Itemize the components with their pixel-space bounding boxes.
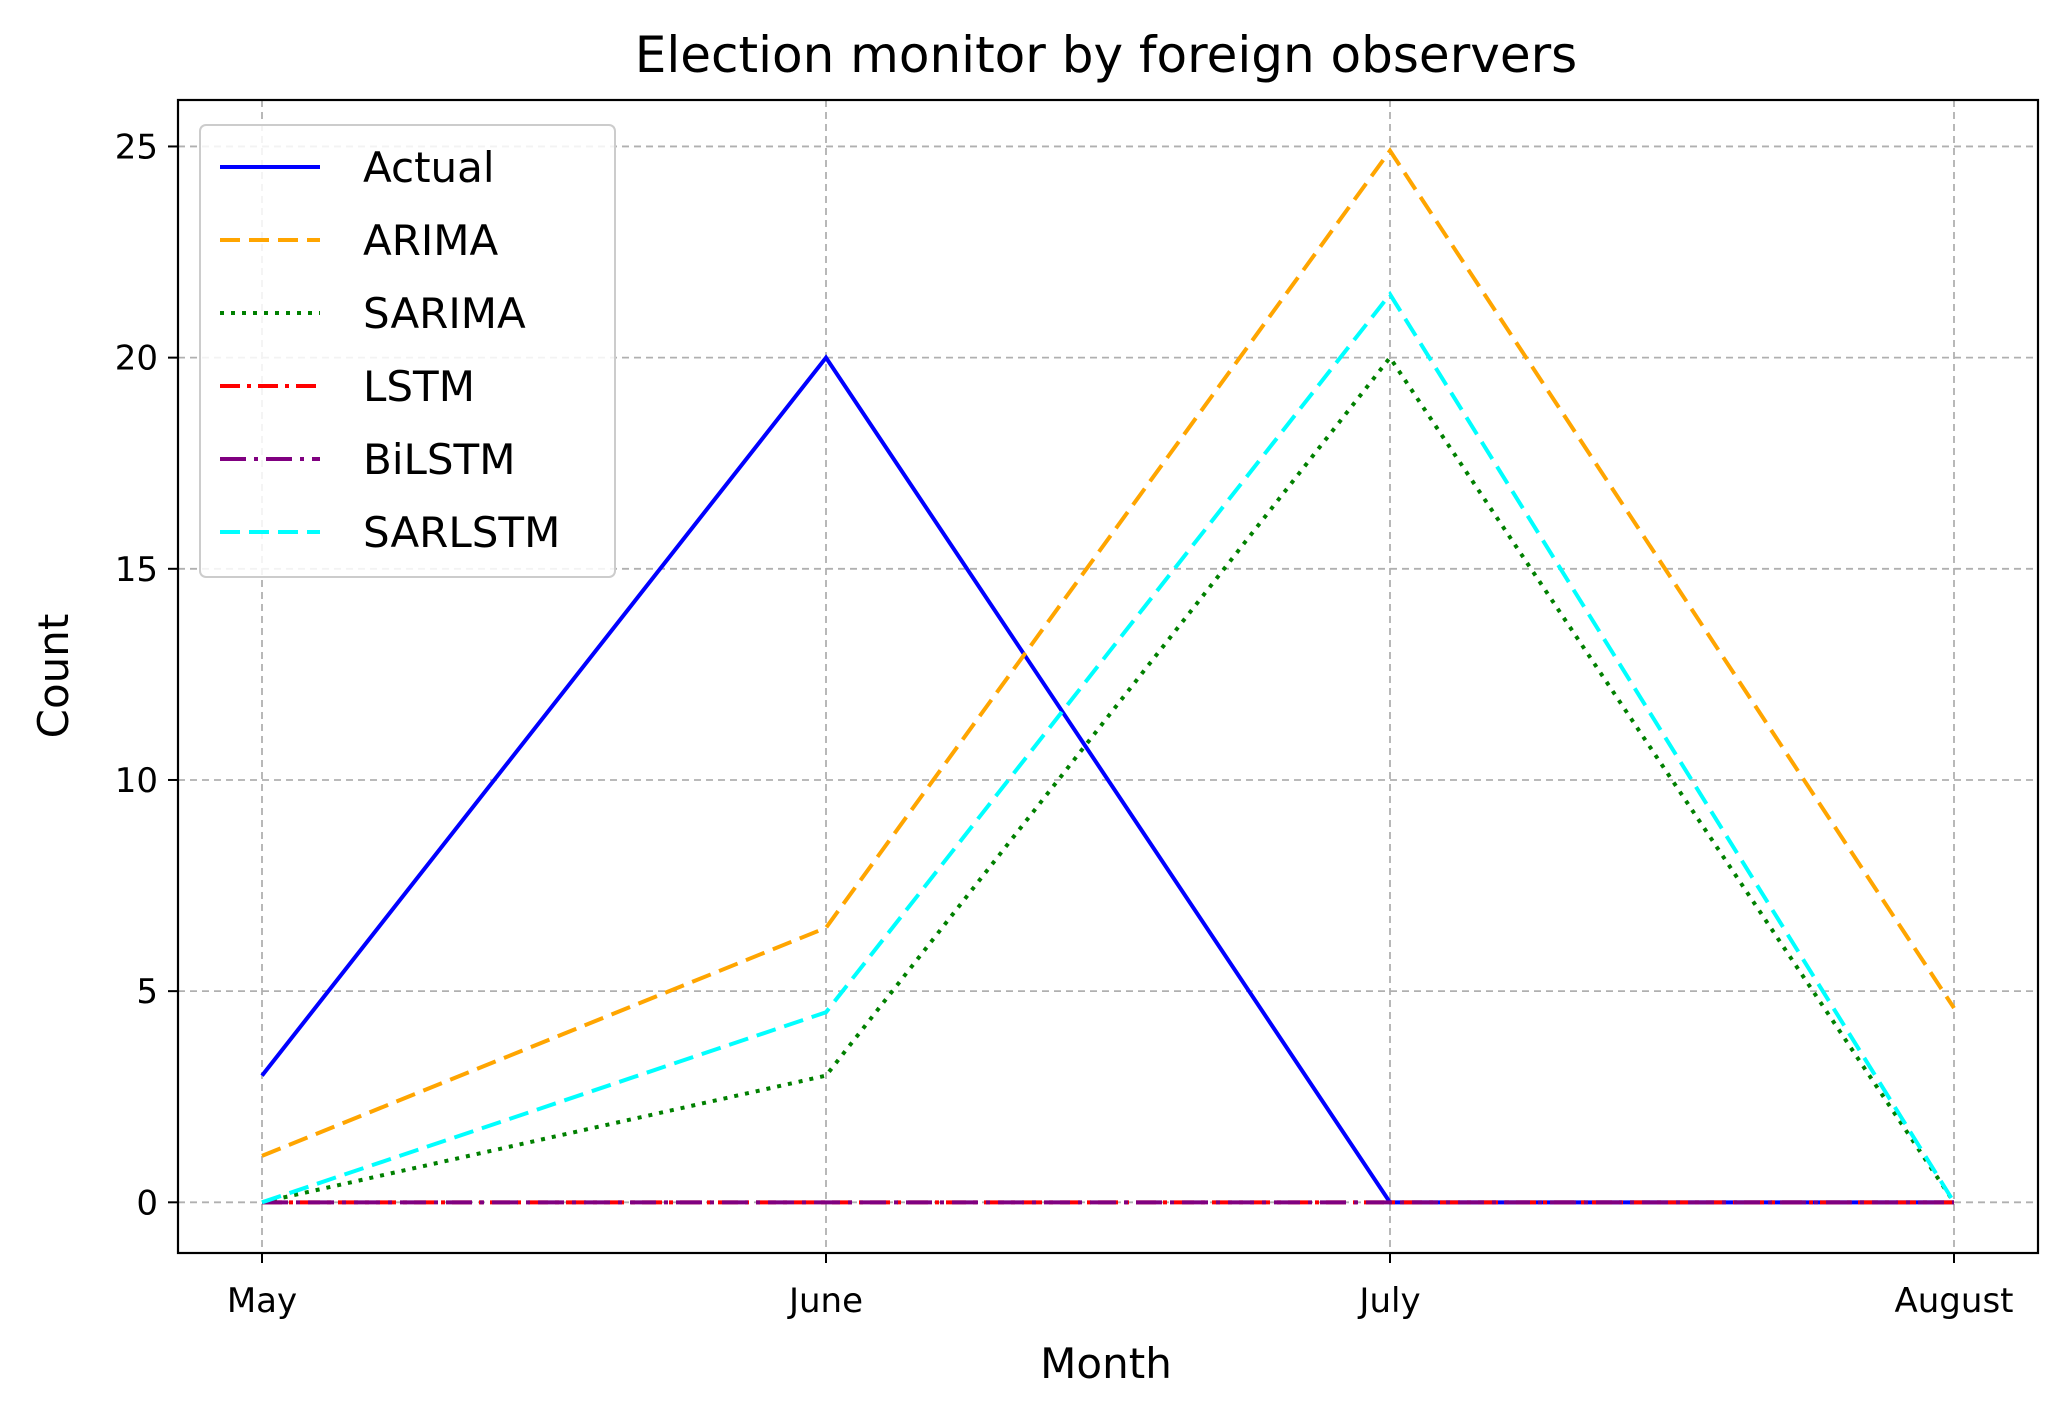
y-tick-label: 25	[115, 127, 158, 167]
y-tick-label: 15	[115, 550, 158, 590]
y-axis-label: Count	[29, 614, 78, 739]
legend-label: SARLSTM	[363, 508, 560, 557]
legend-label: Actual	[363, 143, 495, 192]
y-tick-label: 10	[115, 761, 158, 801]
plot-frame	[176, 98, 2040, 1255]
legend-label: LSTM	[363, 362, 475, 411]
series-line-sarlstm	[261, 290, 1956, 1205]
x-axis-label: Month	[1040, 1339, 1172, 1388]
y-tick-label: 5	[136, 972, 158, 1012]
series-layer	[260, 147, 1956, 1205]
x-tick-label: June	[787, 1281, 863, 1321]
x-axis: May June July August	[227, 1253, 2014, 1321]
y-axis: 0 5 10 15 20 25	[115, 127, 178, 1223]
legend-label: SARIMA	[363, 289, 526, 338]
x-tick-label: August	[1895, 1281, 2014, 1321]
series-line-sarima	[261, 354, 1956, 1205]
y-tick-label: 20	[115, 339, 158, 379]
y-tick-label: 0	[136, 1183, 158, 1223]
legend-label: ARIMA	[363, 216, 499, 265]
legend-box	[199, 124, 616, 578]
series-line-arima	[261, 147, 1956, 1158]
x-tick-label: May	[227, 1281, 297, 1321]
chart-title: Election monitor by foreign observers	[635, 26, 1577, 84]
legend-label: BiLSTM	[363, 435, 515, 484]
x-tick-label: July	[1357, 1281, 1420, 1321]
legend: Actual ARIMA SARIMA LSTM BiLSTM SARLSTM	[199, 124, 616, 578]
